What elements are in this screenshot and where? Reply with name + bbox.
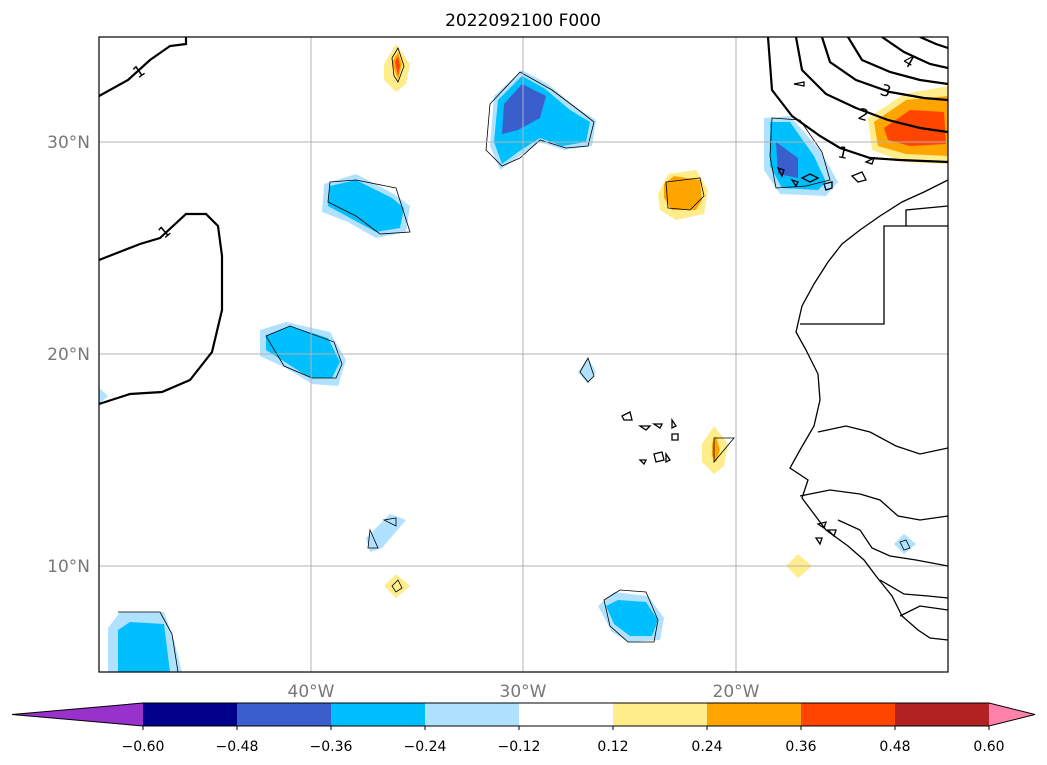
island — [864, 156, 876, 165]
contour-label: 1 — [836, 142, 850, 163]
anomaly-cell — [395, 56, 400, 76]
anomaly-outline — [665, 177, 705, 211]
island — [816, 521, 827, 530]
island — [800, 173, 820, 183]
lat-label-20n: 20°N — [47, 345, 90, 365]
coastlines — [621, 81, 948, 641]
colorbar-extend-high — [989, 703, 1035, 726]
anomaly-outline — [118, 611, 179, 672]
anomaly-outlines — [118, 47, 911, 672]
contour-line — [99, 37, 188, 97]
island — [653, 451, 665, 463]
anomaly-outline — [391, 579, 403, 593]
anomaly-outline — [899, 539, 911, 551]
anomaly-cell — [384, 574, 410, 598]
anomaly-outline — [382, 517, 397, 527]
colorbar-tick-label: 0.12 — [597, 739, 628, 755]
island — [823, 181, 833, 191]
lat-label-10n: 10°N — [47, 557, 90, 577]
anomaly-cell — [606, 600, 658, 636]
map-panel: 1 1 1 2 3 4 — [98, 36, 949, 673]
island — [665, 451, 671, 464]
anomaly-outline — [713, 437, 735, 464]
colorbar-tick-label: 0.36 — [785, 739, 816, 755]
anomaly-outline — [265, 325, 343, 379]
colorbar-tick-label: −0.12 — [498, 739, 541, 755]
country-border — [899, 605, 948, 617]
colorbar-segment — [331, 703, 426, 726]
island — [621, 411, 633, 421]
latitude-labels: 30°N 20°N 10°N — [47, 133, 90, 577]
island — [814, 537, 823, 546]
colorbar-segment — [801, 703, 896, 726]
colorbar-tick-label: −0.48 — [216, 739, 259, 755]
map-frame — [98, 36, 949, 673]
colorbar-extend-low — [12, 703, 143, 726]
anomaly-outline — [485, 71, 595, 167]
contour-label: 2 — [856, 104, 871, 125]
island — [671, 417, 677, 430]
colorbar-tick-label: 0.48 — [879, 739, 910, 755]
anomaly-cell — [266, 326, 340, 378]
anomaly-cell — [894, 534, 916, 554]
island — [850, 171, 867, 183]
island — [638, 459, 648, 466]
colorbar-segment — [707, 703, 802, 726]
island — [793, 81, 805, 87]
island — [790, 178, 799, 188]
island — [776, 166, 785, 178]
island — [826, 529, 837, 538]
anomaly-cell — [99, 388, 108, 404]
lat-label-30n: 30°N — [47, 133, 90, 153]
contour-lines — [99, 37, 948, 406]
anomaly-outline — [367, 528, 379, 549]
colorbar-segment — [143, 703, 238, 726]
contour-line — [881, 37, 948, 70]
anomaly-outline — [327, 179, 411, 235]
anomaly-outline — [603, 589, 659, 643]
longitude-labels: 40°W 30°W 20°W — [288, 682, 760, 702]
map-title: 2022092100 F000 — [445, 11, 601, 31]
colorbar-segment — [425, 703, 520, 726]
island — [651, 423, 664, 429]
coastline — [789, 179, 948, 641]
country-border — [800, 205, 948, 325]
contour-line — [99, 212, 224, 406]
colorbar: −0.60 −0.48 −0.36 −0.24 −0.12 0.12 0.24 0.36 0.4… — [11, 702, 1036, 755]
anomaly-cell — [328, 180, 404, 232]
lon-label-20w: 20°W — [713, 682, 760, 702]
anomaly-outline — [579, 357, 595, 383]
contour-line — [820, 37, 948, 102]
contour-line — [919, 37, 948, 50]
country-border — [837, 519, 948, 567]
colorbar-tick-label: −0.24 — [404, 739, 447, 755]
colorbar-tick-label: −0.36 — [310, 739, 353, 755]
anomaly-cell — [664, 176, 702, 210]
lon-label-30w: 30°W — [500, 682, 547, 702]
country-border — [817, 425, 948, 455]
island — [637, 425, 652, 431]
gridlines — [99, 37, 948, 672]
colorbar-tick-label: 0.24 — [691, 739, 722, 755]
country-border — [879, 579, 948, 599]
colorbar-tick-label: −0.60 — [122, 739, 165, 755]
colorbar-segment — [237, 703, 332, 726]
colorbar-segment — [895, 703, 990, 726]
colorbar-segment — [519, 703, 614, 726]
lon-label-40w: 40°W — [288, 682, 335, 702]
colorbar-segment — [613, 703, 708, 726]
anomaly-outline — [391, 47, 405, 83]
anomaly-cell — [884, 110, 946, 146]
island — [671, 433, 679, 441]
colorbar-tick-label: 0.60 — [973, 739, 1004, 755]
country-border — [799, 489, 948, 521]
anomaly-cell — [502, 84, 546, 134]
anomaly-cell — [118, 622, 170, 672]
contour-line — [794, 37, 948, 134]
contour-line — [847, 37, 948, 86]
anomaly-cell — [578, 358, 596, 384]
contour-line — [766, 37, 948, 164]
